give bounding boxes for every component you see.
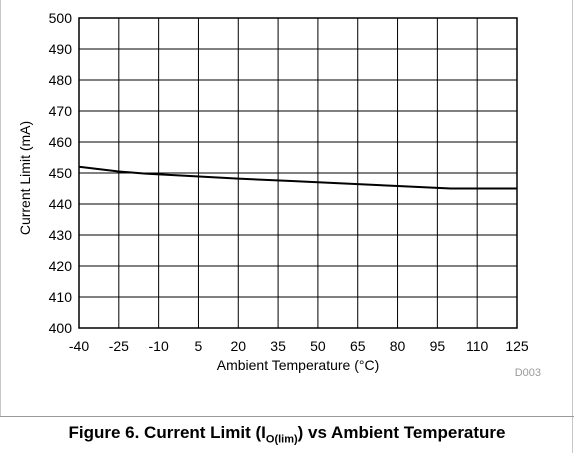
- series-line: [78, 165, 517, 190]
- y-tick-label: 450: [49, 165, 73, 181]
- x-tick-label: 110: [466, 338, 489, 354]
- x-tick-label: -40: [69, 338, 89, 354]
- y-tick-label: 420: [49, 258, 73, 274]
- current-limit-chart: 400 410 420 430 440 450 460 470 480 490 500 -40 -25 -…: [17, 10, 541, 379]
- x-tick-label: 5: [195, 338, 203, 354]
- y-tick-label: 480: [49, 72, 73, 88]
- x-tick-label: -10: [149, 338, 169, 354]
- y-tick-label: 470: [49, 103, 73, 119]
- y-tick-label: 490: [49, 41, 73, 57]
- y-tick-label: 440: [49, 196, 73, 212]
- y-tick-label: 500: [49, 10, 73, 26]
- caption-subscript: O(lim): [265, 433, 298, 446]
- x-tick-label: 80: [390, 338, 406, 354]
- x-tick-label: 35: [270, 338, 286, 354]
- x-axis-label: Ambient Temperature (°C): [217, 357, 380, 373]
- y-tick-label: 460: [49, 134, 73, 150]
- caption-prefix: Figure 6. Current Limit (I: [68, 423, 266, 442]
- caption-divider: [0, 416, 574, 417]
- y-tick-label: 400: [49, 320, 73, 336]
- frame-left-rule: [0, 0, 1, 416]
- x-tick-label: 20: [230, 338, 246, 354]
- x-tick-label: 50: [310, 338, 326, 354]
- plot-frame: [78, 17, 518, 329]
- y-tick-label: 430: [49, 227, 73, 243]
- frame-right-rule: [572, 0, 573, 453]
- x-tick-label: 95: [430, 338, 446, 354]
- y-axis-label: Current Limit (mA): [17, 121, 33, 235]
- figure-caption: Figure 6. Current Limit (IO(lim)) vs Amb…: [0, 423, 574, 445]
- x-tick-label: 125: [505, 338, 529, 354]
- x-tick-label: -25: [109, 338, 129, 354]
- x-tick-label: 65: [350, 338, 366, 354]
- caption-suffix: ) vs Ambient Temperature: [297, 423, 506, 442]
- y-tick-label: 410: [49, 289, 73, 305]
- chart-annotation: D003: [515, 367, 541, 379]
